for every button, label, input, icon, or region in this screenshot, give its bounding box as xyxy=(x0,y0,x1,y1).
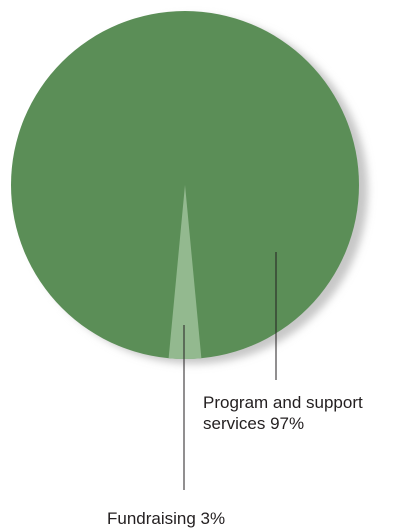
slice-fundraising xyxy=(168,185,202,360)
label-line: services 97% xyxy=(203,414,304,433)
pie-slices xyxy=(11,11,359,360)
label-program-and-support-services: Program and support services 97% xyxy=(203,393,363,433)
label-line: Program and support xyxy=(203,393,363,412)
slice-labels: Program and support services 97% Fundraisi… xyxy=(107,393,363,528)
label-fundraising: Fundraising 3% xyxy=(107,509,225,528)
leader-lines xyxy=(183,252,277,490)
